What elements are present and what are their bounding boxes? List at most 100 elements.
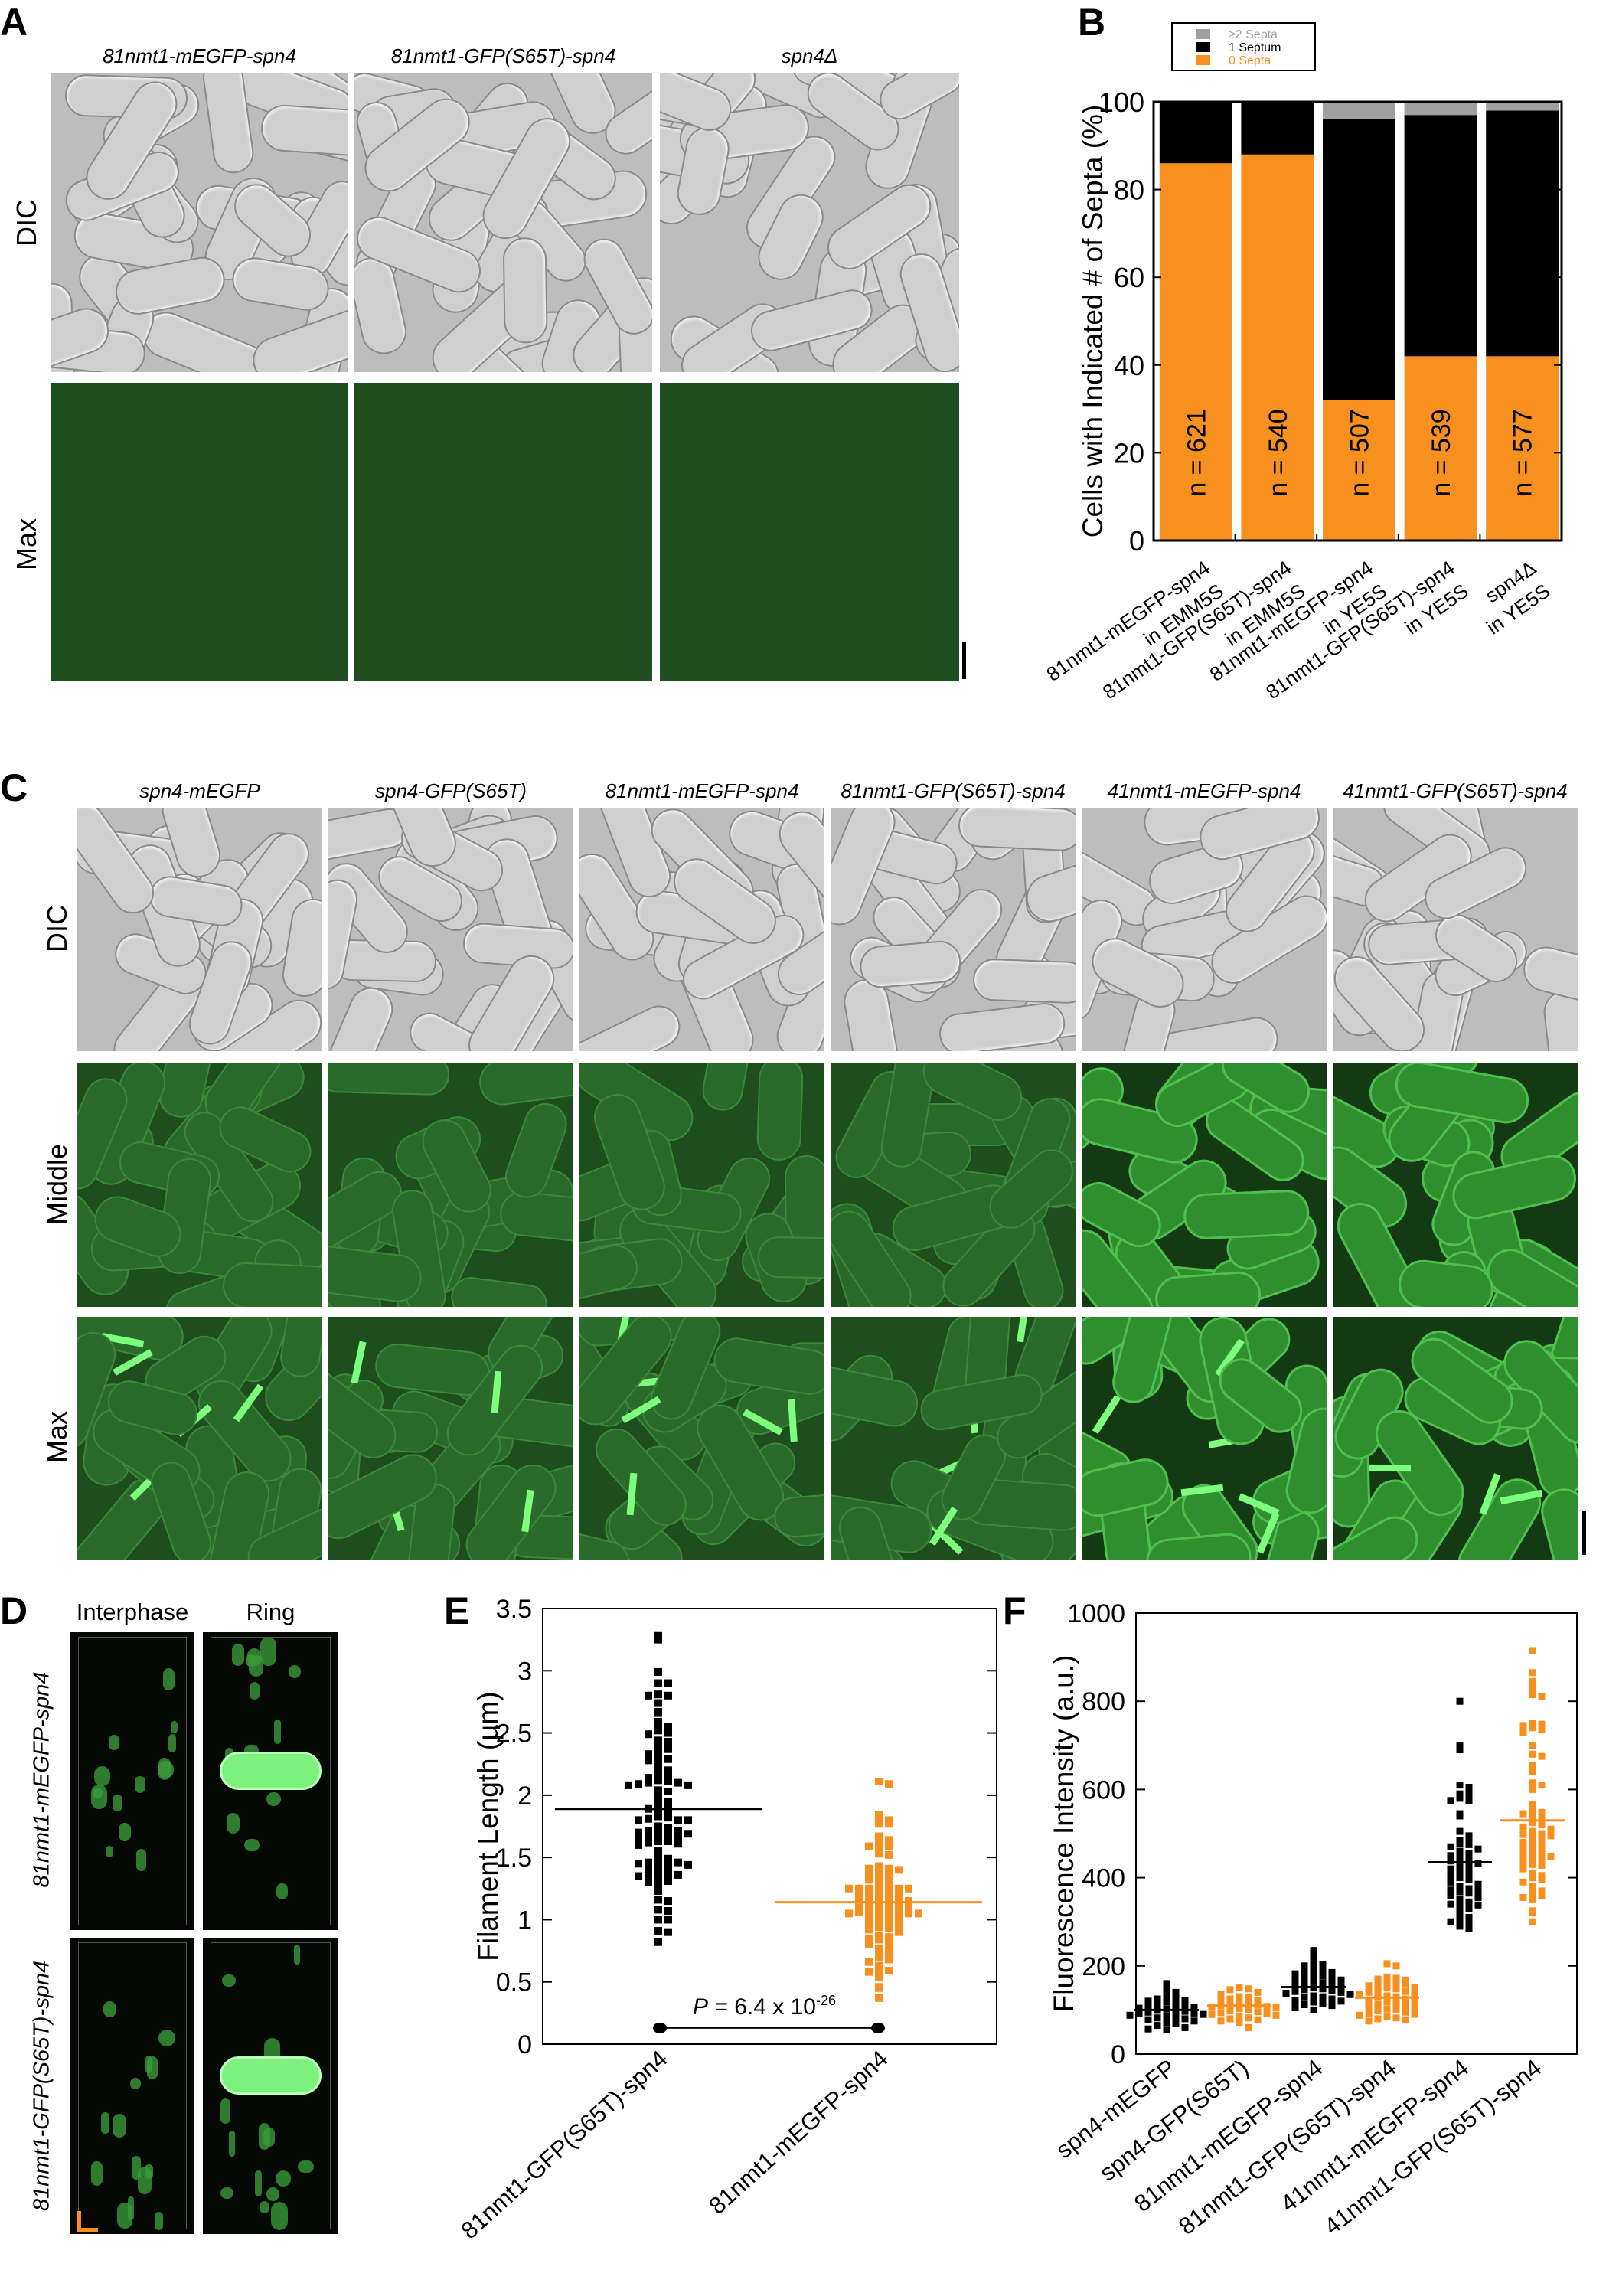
data-point xyxy=(1226,2007,1234,2015)
data-point xyxy=(865,1913,873,1922)
y-tick-label: 1000 xyxy=(1067,1599,1125,1628)
data-point xyxy=(1456,1790,1464,1798)
y-tick-label: 2.5 xyxy=(496,1720,532,1749)
legend-box xyxy=(1171,22,1316,71)
micrograph-fluorescence-middle xyxy=(1333,1063,1578,1307)
data-point xyxy=(1291,1997,1299,2004)
data-point xyxy=(654,1667,662,1676)
data-point xyxy=(1538,1861,1546,1869)
data-point xyxy=(1154,2000,1161,2008)
data-point xyxy=(654,1927,662,1935)
micrograph-dic xyxy=(354,73,652,372)
data-point xyxy=(664,1679,672,1687)
data-point xyxy=(654,1916,662,1924)
data-point xyxy=(875,1906,883,1914)
scale-bar xyxy=(962,642,966,679)
panel-a-column-title: 81nmt1-GFP(S65T)-spn4 xyxy=(390,44,616,67)
data-point xyxy=(1465,1905,1473,1912)
data-point xyxy=(1529,1860,1536,1868)
data-point xyxy=(1529,1762,1536,1769)
data-point xyxy=(1319,1993,1327,2000)
data-point xyxy=(1529,1677,1536,1685)
bounding-box xyxy=(211,1942,331,2229)
data-point xyxy=(1163,2019,1170,2027)
data-point xyxy=(1538,1887,1546,1895)
data-point xyxy=(654,1806,662,1814)
data-point xyxy=(1529,1840,1536,1848)
data-point xyxy=(1383,1978,1391,1985)
data-point xyxy=(1465,1832,1473,1840)
micrograph-dic xyxy=(660,73,959,372)
micrograph-dic xyxy=(328,808,573,1051)
data-point xyxy=(885,1910,893,1919)
legend-label: 0 Septa xyxy=(1229,54,1271,67)
data-point xyxy=(654,1726,662,1735)
data-point xyxy=(1447,1843,1454,1850)
data-point xyxy=(1181,2023,1189,2031)
bar-segment xyxy=(1486,356,1559,541)
data-point xyxy=(1310,1978,1317,1985)
3d-projection-interphase xyxy=(70,1938,194,2234)
fluorescent-spot xyxy=(254,2170,263,2197)
data-point xyxy=(1135,2010,1143,2017)
data-point xyxy=(1163,2026,1170,2033)
data-point xyxy=(1456,1697,1464,1705)
data-point xyxy=(865,1958,873,1966)
data-point xyxy=(885,1950,893,1958)
fluorescent-spot xyxy=(271,2201,288,2231)
data-point xyxy=(1374,1975,1382,1983)
data-point xyxy=(654,1862,662,1870)
contractile-ring xyxy=(220,1751,322,1790)
data-point xyxy=(1456,1847,1464,1855)
data-point xyxy=(1538,1752,1546,1760)
data-point xyxy=(875,1873,883,1882)
data-point xyxy=(1402,1981,1409,1988)
data-point xyxy=(654,1736,662,1745)
data-point xyxy=(1383,2005,1391,2013)
data-point xyxy=(1144,2025,1152,2033)
data-point xyxy=(1529,1684,1536,1692)
bar-n-label: n = 540 xyxy=(1264,409,1293,496)
bar-n-label: n = 621 xyxy=(1182,409,1211,496)
bar-segment xyxy=(1323,102,1395,119)
data-point xyxy=(1465,1857,1473,1864)
data-point xyxy=(1538,1850,1546,1857)
data-point xyxy=(664,1804,672,1812)
data-point xyxy=(1163,1980,1170,1987)
data-point xyxy=(664,1691,672,1700)
y-axis-label: Filament Length (µm) xyxy=(472,1691,504,1961)
data-point xyxy=(875,1923,883,1932)
micrograph-fluorescence-max xyxy=(579,1317,824,1560)
data-point xyxy=(1310,1971,1317,1978)
fluorescent-spot xyxy=(220,2187,234,2199)
data-point xyxy=(645,1778,652,1787)
data-point xyxy=(645,1774,652,1782)
data-point xyxy=(1456,1874,1464,1882)
data-point xyxy=(1383,1992,1391,2000)
data-point xyxy=(1135,2004,1143,2012)
panel-b-label: B xyxy=(1078,1,1106,44)
data-point xyxy=(1226,1986,1234,1994)
data-point xyxy=(1456,1867,1464,1875)
data-point xyxy=(855,1908,863,1916)
data-point xyxy=(885,1906,893,1914)
data-point xyxy=(1529,1647,1536,1654)
y-axis-label: Fluorescence Intensity (a.u.) xyxy=(1048,1655,1079,2013)
data-point xyxy=(654,1690,662,1699)
data-point xyxy=(865,1842,873,1850)
data-point xyxy=(875,1910,883,1919)
data-point xyxy=(865,1919,873,1928)
micrograph-fluorescence-middle xyxy=(831,1063,1076,1307)
data-point xyxy=(1310,1998,1317,2006)
data-point xyxy=(895,1922,903,1930)
bar-segment xyxy=(1486,110,1559,357)
contractile-ring xyxy=(220,2056,322,2095)
data-point xyxy=(654,1938,662,1946)
data-point xyxy=(1411,2010,1418,2018)
data-point xyxy=(1217,2017,1225,2025)
data-point xyxy=(1547,1832,1555,1840)
data-point xyxy=(1456,1840,1464,1847)
data-point xyxy=(1291,1975,1299,1983)
data-point xyxy=(1172,2013,1180,2020)
data-point xyxy=(1456,1742,1464,1749)
